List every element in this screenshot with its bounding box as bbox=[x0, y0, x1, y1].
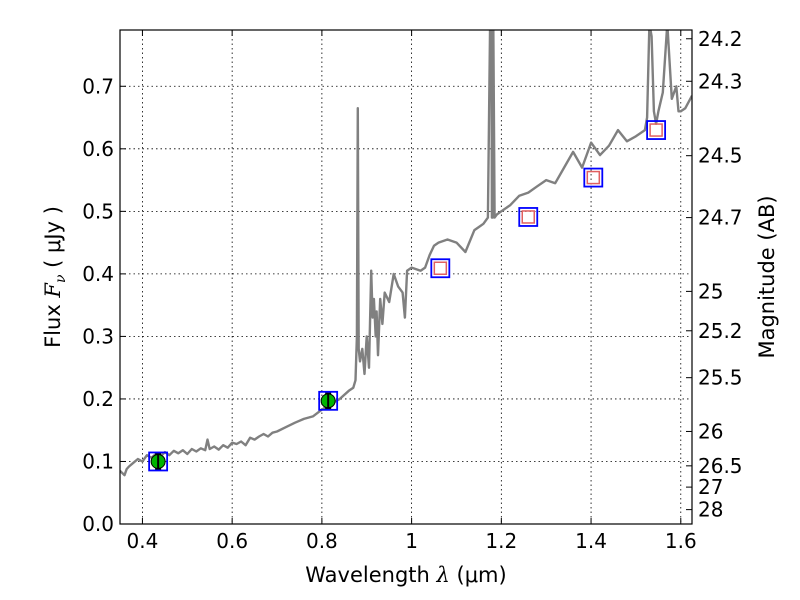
filter-box-marker bbox=[430, 258, 451, 279]
detected-photometry-point bbox=[148, 451, 169, 472]
y-tick-label: 0.3 bbox=[82, 324, 114, 348]
y-tick-label: 0.1 bbox=[82, 449, 114, 473]
y-tick-label: 0.0 bbox=[82, 512, 114, 536]
y2-axis-label: Magnitude (AB) bbox=[755, 195, 779, 358]
magnitude-tick-label: 25.2 bbox=[698, 319, 743, 343]
magnitude-tick-label: 26.5 bbox=[698, 454, 743, 478]
x-tick-label: 1.6 bbox=[665, 529, 697, 553]
model-marker bbox=[649, 123, 663, 137]
magnitude-tick-label: 26 bbox=[698, 419, 723, 443]
magnitude-tick-label: 28 bbox=[698, 498, 723, 522]
magnitude-tick-label: 24.5 bbox=[698, 144, 743, 168]
x-axis-ticks: 0.4 0.6 0.8 1 1.2 1.4 1.6 bbox=[127, 30, 697, 553]
filter-box-marker bbox=[318, 390, 339, 411]
y-tick-label: 0.2 bbox=[82, 387, 114, 411]
photometry-points bbox=[148, 120, 667, 472]
magnitude-tick-label: 25 bbox=[698, 279, 723, 303]
y-axis-ticks: 0.0 0.1 0.2 0.3 0.4 0.5 0.6 0.7 bbox=[82, 74, 126, 536]
magnitude-tick-label: 25.5 bbox=[698, 366, 743, 390]
x-tick-label: 0.6 bbox=[216, 529, 248, 553]
model-photometry-point bbox=[646, 120, 667, 140]
magnitude-tick-label: 24.3 bbox=[698, 69, 743, 93]
magnitude-tick-label: 27 bbox=[698, 475, 723, 499]
model-marker bbox=[433, 261, 448, 275]
filter-box-marker bbox=[148, 451, 169, 472]
magnitude-tick-label: 24.2 bbox=[698, 27, 743, 51]
detected-photometry-point bbox=[318, 390, 339, 411]
x-tick-label: 1.2 bbox=[485, 529, 517, 553]
y-tick-label: 0.4 bbox=[82, 262, 114, 286]
x-tick-label: 1.4 bbox=[575, 529, 607, 553]
y-tick-label: 0.7 bbox=[82, 74, 114, 98]
model-photometry-point bbox=[583, 167, 604, 188]
filter-box-marker bbox=[518, 207, 539, 227]
model-photometry-point bbox=[430, 258, 451, 279]
model-marker bbox=[521, 210, 536, 224]
plot-frame bbox=[119, 29, 693, 525]
x-tick-label: 1 bbox=[405, 529, 418, 553]
y-tick-label: 0.5 bbox=[82, 199, 114, 223]
filter-box-marker bbox=[583, 167, 604, 188]
filter-box-marker bbox=[646, 120, 667, 140]
model-photometry-point bbox=[518, 207, 539, 227]
y-axis-label: Flux Fν ( μJy ) bbox=[41, 206, 69, 348]
x-tick-label: 0.4 bbox=[127, 529, 159, 553]
magnitude-tick-label: 24.7 bbox=[698, 206, 743, 230]
model-marker bbox=[586, 170, 601, 185]
spectrum-line bbox=[120, 30, 692, 477]
y-tick-label: 0.6 bbox=[82, 137, 114, 161]
x-axis-label: Wavelength λ (μm) bbox=[305, 563, 506, 587]
x-tick-label: 0.8 bbox=[306, 529, 338, 553]
